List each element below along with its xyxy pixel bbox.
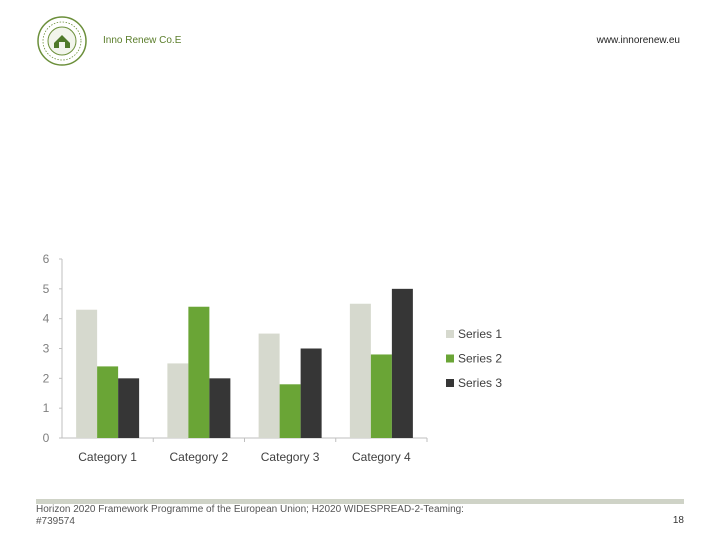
legend-label-3: Series 3 bbox=[458, 376, 502, 390]
website-url[interactable]: www.innorenew.eu bbox=[596, 35, 680, 46]
y-tick-label: 4 bbox=[43, 312, 50, 326]
innorenew-logo bbox=[37, 16, 87, 66]
bar-3-2 bbox=[209, 378, 231, 438]
bar-2-1 bbox=[97, 366, 119, 438]
bar-1-2 bbox=[167, 363, 189, 438]
bar-3-4 bbox=[391, 288, 413, 438]
bar-1-4 bbox=[349, 303, 371, 438]
bar-2-3 bbox=[279, 384, 301, 438]
bar-3-1 bbox=[118, 378, 140, 438]
footer-funding-text: Horizon 2020 Framework Programme of the … bbox=[36, 504, 464, 527]
legend-swatch-1 bbox=[446, 330, 454, 338]
bar-1-1 bbox=[76, 309, 98, 438]
y-tick-label: 0 bbox=[43, 431, 50, 445]
organization-name: Inno Renew Co.E bbox=[103, 35, 182, 46]
page-number: 18 bbox=[672, 515, 684, 526]
bar-3-3 bbox=[300, 348, 322, 438]
legend-swatch-2 bbox=[446, 354, 454, 363]
bar-1-3 bbox=[258, 333, 280, 438]
category-label: Category 1 bbox=[78, 450, 137, 464]
y-tick-label: 3 bbox=[43, 342, 50, 356]
footer-divider bbox=[36, 499, 684, 504]
bar-2-2 bbox=[188, 306, 210, 438]
legend-label-1: Series 1 bbox=[458, 327, 502, 341]
y-tick-label: 1 bbox=[43, 401, 50, 415]
category-label: Category 2 bbox=[170, 450, 229, 464]
y-tick-label: 2 bbox=[43, 371, 50, 385]
legend-label-2: Series 2 bbox=[458, 352, 502, 366]
y-tick-label: 5 bbox=[43, 282, 50, 296]
category-label: Category 4 bbox=[352, 450, 411, 464]
legend-swatch-3 bbox=[446, 379, 454, 387]
bar-2-4 bbox=[370, 354, 392, 438]
category-label: Category 3 bbox=[261, 450, 320, 464]
y-tick-label: 6 bbox=[43, 252, 50, 266]
